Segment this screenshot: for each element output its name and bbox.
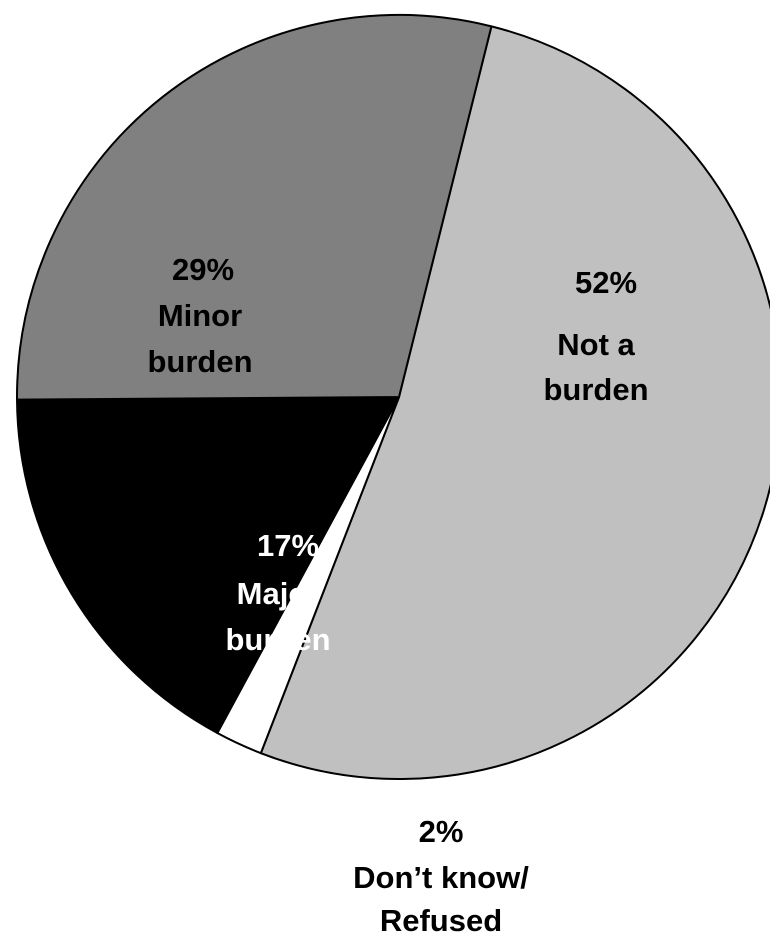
slice-percent-not-a-burden: 52%	[575, 265, 637, 300]
slice-label-major-burden-line2: burden	[225, 622, 330, 657]
slice-label-minor-burden-line2: burden	[147, 344, 252, 379]
slice-label-not-a-burden-line2: burden	[543, 372, 648, 407]
slice-label-major-burden-line1: Major	[237, 576, 320, 611]
slice-label-not-a-burden-line1: Not a	[557, 327, 635, 362]
pie-slice-not-a-burden	[259, 25, 770, 780]
slice-percent-dont-know: 2%	[419, 814, 464, 849]
slice-label-minor-burden-line1: Minor	[158, 298, 242, 333]
pie-slices	[16, 14, 770, 780]
slice-label-dont-know-line1: Don’t know/	[353, 860, 529, 895]
slice-percent-minor-burden: 29%	[172, 252, 234, 287]
slice-label-dont-know-line2: Refused	[380, 903, 502, 933]
pie-slice-minor-burden	[16, 14, 493, 401]
pie-slice-major-burden	[16, 396, 400, 735]
slice-percent-major-burden: 17%	[257, 528, 319, 563]
